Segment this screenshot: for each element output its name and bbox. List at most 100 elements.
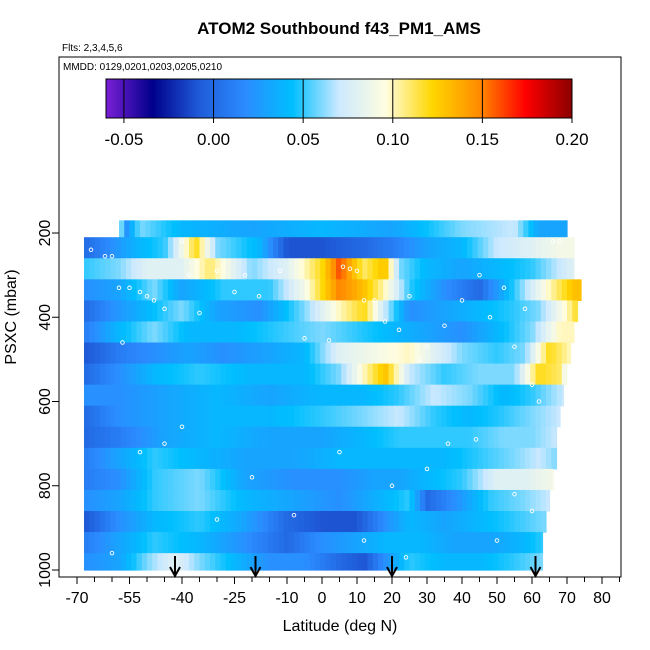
heatmap-cell (519, 279, 526, 301)
heatmap-cell (173, 363, 180, 386)
heatmap-cell (283, 532, 290, 554)
heatmap-cell (441, 511, 447, 533)
heatmap-cell (147, 426, 153, 449)
heatmap-cell (231, 321, 237, 344)
heatmap-cell (546, 258, 552, 280)
x-tick-label: 0 (318, 590, 327, 607)
sample-marker (382, 319, 388, 324)
heatmap-cell (540, 553, 544, 571)
heatmap-cell (488, 300, 495, 323)
heatmap-cell (388, 363, 395, 386)
heatmap-cell (372, 258, 379, 280)
heatmap-cell (435, 279, 442, 301)
heatmap-cell (178, 363, 185, 386)
heatmap-cell (199, 532, 206, 554)
heatmap-cell (105, 321, 111, 344)
heatmap-cell (372, 511, 379, 533)
heatmap-cell (183, 237, 190, 259)
heatmap-cell (425, 426, 432, 449)
heatmap-cell (551, 342, 558, 365)
heatmap-cell (388, 426, 395, 449)
heatmap-cell (178, 447, 185, 470)
heatmap-cell (267, 300, 274, 323)
heatmap-cell (525, 489, 531, 512)
heatmap-cell (383, 237, 390, 259)
heatmap-cell (168, 342, 174, 365)
heatmap-cell (224, 220, 230, 238)
heatmap-cell (446, 342, 453, 365)
heatmap-cell (518, 220, 524, 238)
heatmap-cell (215, 321, 222, 344)
heatmap-cell (304, 363, 311, 386)
heatmap-cell (199, 553, 206, 571)
heatmap-cell (530, 447, 537, 470)
heatmap-cell (105, 489, 111, 512)
heatmap-cell (231, 532, 237, 554)
heatmap-cell (378, 258, 384, 280)
heatmap-cell (199, 279, 206, 301)
heatmap-cell (414, 258, 421, 280)
heatmap-cell (393, 321, 400, 344)
sample-marker (445, 441, 451, 446)
heatmap-cell (341, 447, 348, 470)
heatmap-cell (162, 300, 169, 323)
heatmap-cell (210, 321, 216, 344)
heatmap-cell (246, 342, 253, 365)
heatmap-cell (383, 468, 390, 491)
heatmap-cell (315, 279, 321, 301)
heatmap-cell (462, 300, 468, 323)
heatmap-cell (388, 279, 395, 301)
heatmap-cell (231, 300, 237, 323)
heatmap-cell (204, 489, 211, 512)
heatmap-cell (535, 405, 542, 428)
heatmap-cell (136, 342, 143, 365)
heatmap-cell (383, 321, 390, 344)
heatmap-cell (136, 426, 143, 449)
heatmap-cell (409, 405, 416, 428)
heatmap-cell (519, 553, 526, 571)
heatmap-cell (483, 489, 489, 512)
heatmap-cell (183, 447, 190, 470)
heatmap-cell (241, 532, 248, 554)
heatmap-cell (110, 489, 117, 512)
heatmap-cell (341, 405, 348, 428)
heatmap-cell (294, 489, 300, 512)
heatmap-cell (94, 300, 101, 323)
heatmap-cell (309, 342, 316, 365)
heatmap-cell (539, 220, 545, 238)
heatmap-cell (220, 342, 227, 365)
heatmap-cell (304, 447, 311, 470)
heatmap-cell (504, 511, 510, 533)
heatmap-cell (540, 237, 547, 259)
heatmap-cell (472, 384, 479, 407)
heatmap-cell (409, 342, 416, 365)
heatmap-cell (94, 532, 101, 554)
heatmap-cell (561, 279, 568, 301)
heatmap-cell (362, 384, 369, 407)
heatmap-cell (357, 405, 363, 428)
heatmap-cell (493, 342, 500, 365)
heatmap-cell (435, 300, 442, 323)
heatmap-cell (472, 511, 479, 533)
heatmap-cell (519, 258, 526, 280)
heatmap-cell (246, 447, 253, 470)
heatmap-cell (467, 342, 474, 365)
heatmap-cell (376, 220, 383, 238)
heatmap-cell (509, 279, 516, 301)
heatmap-cell (420, 300, 426, 323)
heatmap-cell (367, 468, 374, 491)
heatmap-cell (456, 489, 463, 512)
heatmap-cell (498, 258, 505, 280)
heatmap-cell (162, 489, 169, 512)
heatmap-cell (372, 532, 379, 554)
heatmap-cell (120, 468, 127, 491)
heatmap-cell (304, 532, 311, 554)
heatmap-cell (105, 553, 111, 571)
heatmap-cell (204, 342, 211, 365)
heatmap-cell (194, 489, 201, 512)
heatmap-cell (467, 468, 474, 491)
heatmap-cell (299, 300, 306, 323)
heatmap-cell (456, 384, 463, 407)
heatmap-cell (383, 363, 390, 386)
heatmap-cell (404, 553, 411, 571)
